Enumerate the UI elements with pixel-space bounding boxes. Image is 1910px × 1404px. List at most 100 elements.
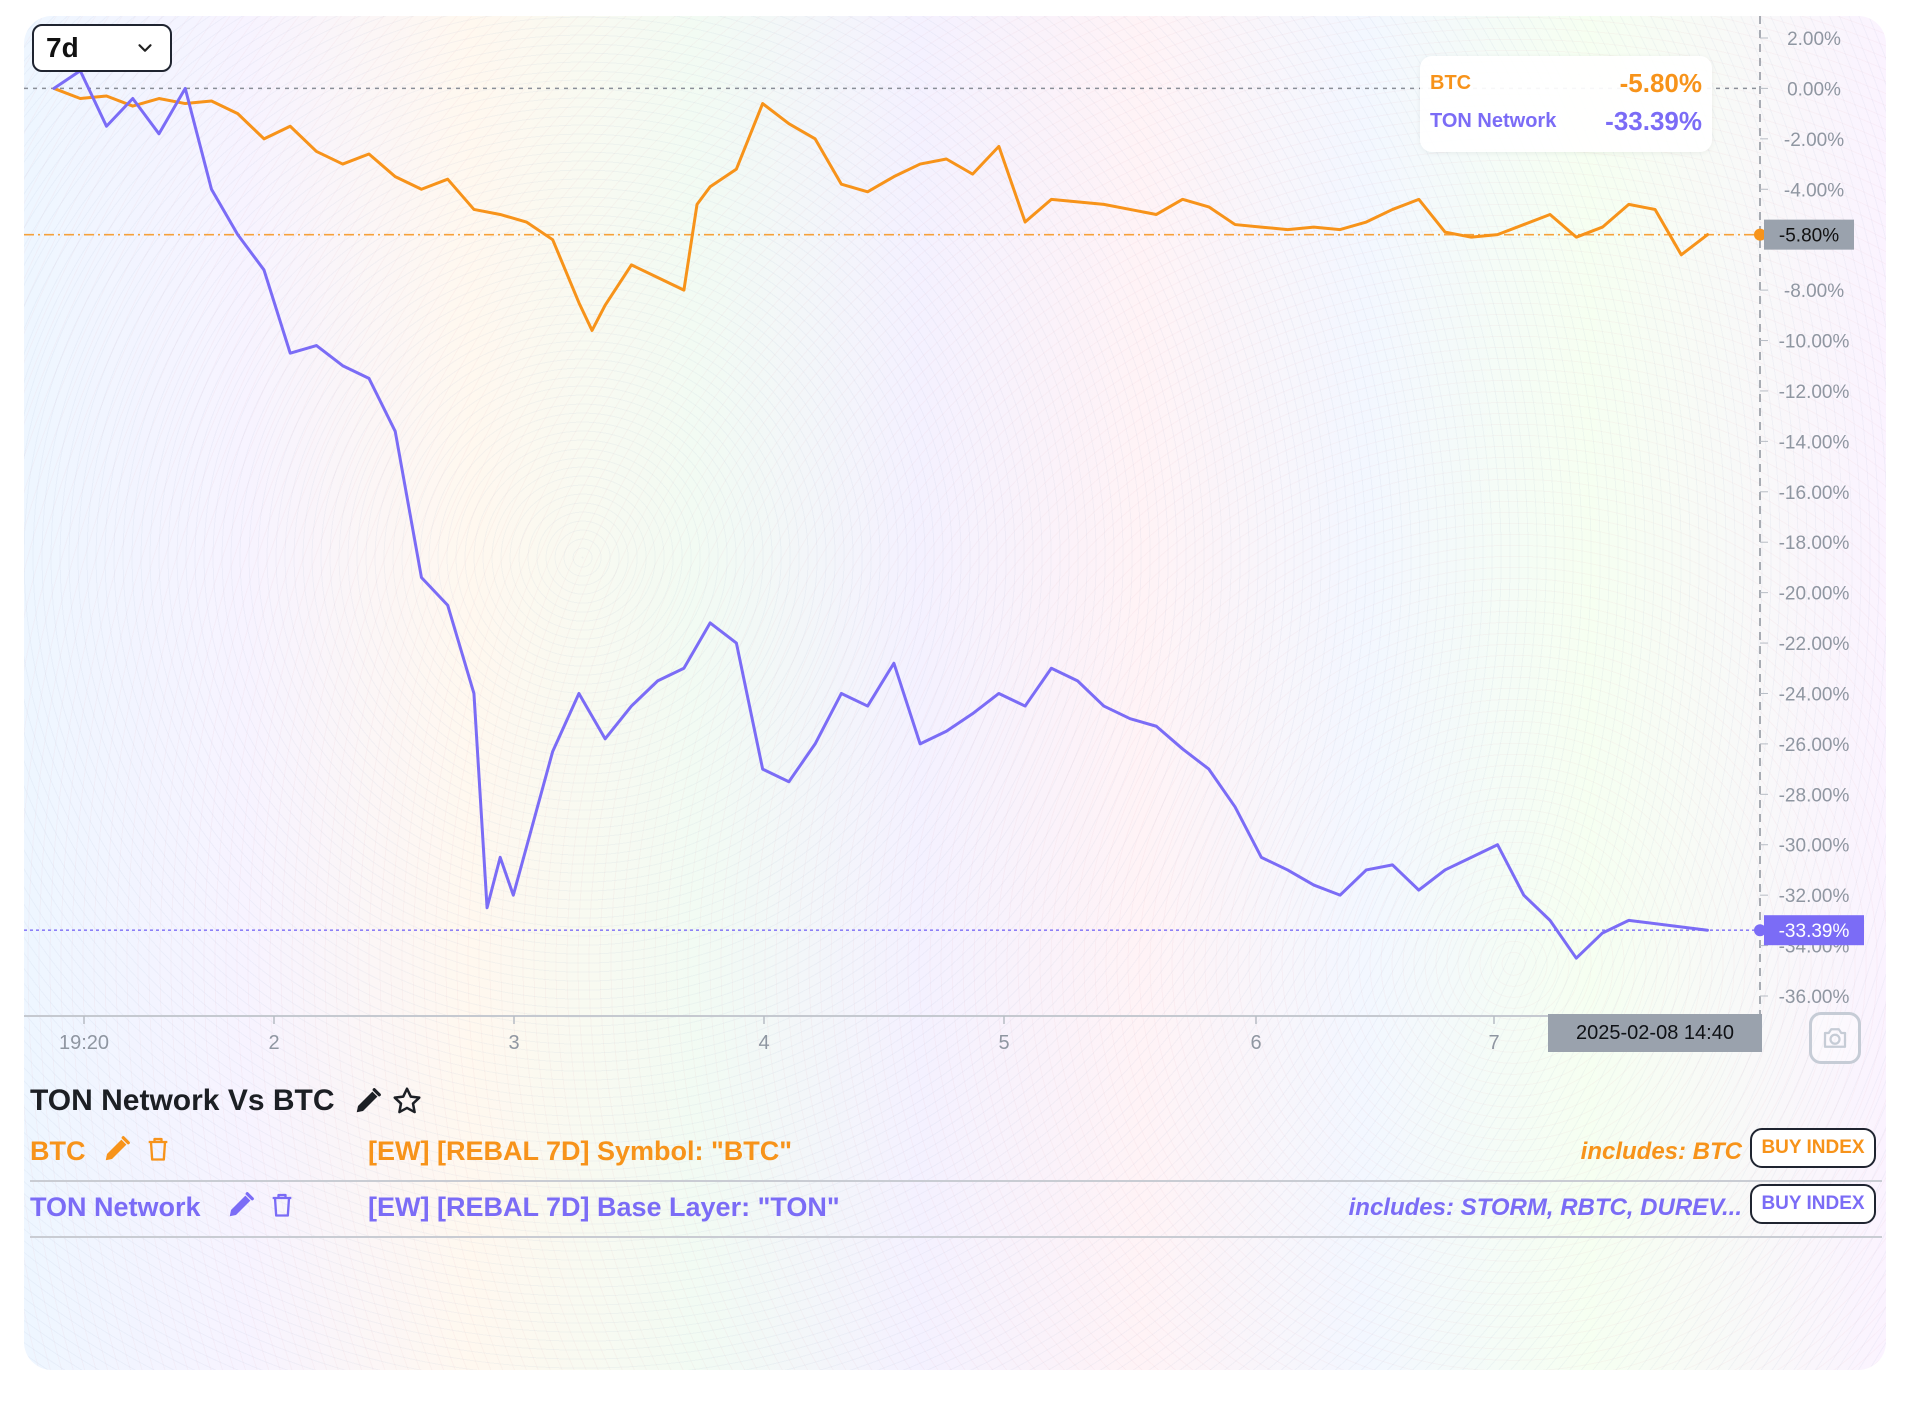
crosshair-date-label: 2025-02-08 14:40 xyxy=(1548,1014,1762,1052)
favorite-button[interactable] xyxy=(391,1085,423,1117)
data-point xyxy=(1076,680,1079,682)
data-point xyxy=(1444,231,1446,233)
data-point xyxy=(1313,226,1315,228)
data-point xyxy=(919,163,921,165)
page-title: TON Network Vs BTC xyxy=(30,1084,335,1117)
trash-icon xyxy=(272,1193,292,1217)
data-point xyxy=(1208,768,1210,770)
buy-index-button[interactable]: BUY INDEX xyxy=(1750,1184,1876,1224)
delete-series-button[interactable] xyxy=(268,1190,296,1220)
data-point xyxy=(1365,869,1368,871)
data-point xyxy=(1522,894,1525,896)
buy-index-button[interactable]: BUY INDEX xyxy=(1750,1128,1876,1168)
y-tick-label: -30.00% xyxy=(1779,836,1850,857)
y-tick-label: -4.00% xyxy=(1784,180,1844,201)
data-point xyxy=(525,221,528,223)
star-icon xyxy=(392,1087,421,1114)
data-point xyxy=(709,185,711,188)
data-point xyxy=(1627,203,1630,206)
data-point xyxy=(1496,843,1499,846)
data-point xyxy=(1575,957,1578,959)
screenshot-button[interactable] xyxy=(1809,1012,1861,1064)
edit-series-button[interactable] xyxy=(102,1134,132,1164)
data-point xyxy=(184,102,187,105)
data-point xyxy=(788,780,790,783)
y-tick-label: -16.00% xyxy=(1779,483,1850,504)
data-point xyxy=(630,705,633,707)
data-point xyxy=(1706,233,1709,236)
data-point xyxy=(473,208,475,211)
y-tick-label: -24.00% xyxy=(1779,684,1850,705)
data-point xyxy=(578,692,580,695)
series-description: [EW] [REBAL 7D] Symbol: "BTC" xyxy=(368,1136,793,1166)
data-point xyxy=(1706,929,1709,932)
data-point xyxy=(210,188,213,191)
legend-item-ton: TON Network -33.39% xyxy=(1430,106,1702,137)
data-point xyxy=(263,138,265,140)
data-point xyxy=(105,125,108,128)
data-point xyxy=(1627,919,1630,922)
data-point xyxy=(945,158,948,160)
data-point xyxy=(998,692,1000,695)
series-name: BTC xyxy=(30,1136,86,1166)
data-point xyxy=(499,213,501,216)
data-point xyxy=(1601,932,1604,934)
y-tick-label: -10.00% xyxy=(1779,332,1850,353)
data-point xyxy=(709,622,711,624)
data-point xyxy=(289,125,292,128)
data-point xyxy=(1444,869,1446,871)
comparison-chart[interactable]: 2.00%0.00%-2.00%-4.00%-6.00%-8.00%-10.00… xyxy=(24,16,1886,1370)
x-tick-label: 6 xyxy=(1250,1032,1261,1054)
data-point xyxy=(1260,226,1263,228)
delete-series-button[interactable] xyxy=(144,1134,172,1164)
data-point xyxy=(105,95,108,97)
data-point xyxy=(761,102,764,105)
data-point xyxy=(394,430,397,433)
data-point xyxy=(1103,705,1105,707)
data-point xyxy=(1286,228,1289,231)
data-point xyxy=(1496,233,1499,236)
data-point xyxy=(1076,201,1079,203)
data-point xyxy=(210,100,213,102)
y-tick-label: 0.00% xyxy=(1787,79,1841,100)
data-point xyxy=(1339,228,1341,231)
data-point xyxy=(1024,221,1026,223)
y-tick-label: -2.00% xyxy=(1784,130,1844,151)
edit-title-button[interactable] xyxy=(353,1086,383,1116)
data-point xyxy=(893,175,895,178)
data-point xyxy=(184,87,187,90)
data-point xyxy=(1470,236,1473,238)
data-point xyxy=(1050,667,1053,670)
last-value-label-bg xyxy=(1764,219,1854,250)
data-point xyxy=(236,233,239,236)
data-point xyxy=(814,138,816,140)
comparison-title-row: TON Network Vs BTC xyxy=(30,1084,423,1118)
series-row-ton: TON Network [EW] [REBAL 7D] Base Layer: … xyxy=(30,1182,1882,1238)
data-point xyxy=(1234,223,1236,226)
data-point xyxy=(998,145,1000,148)
data-point xyxy=(1129,717,1131,720)
legend-series-name: BTC xyxy=(1430,72,1472,94)
data-point xyxy=(1024,705,1026,707)
camera-icon xyxy=(1823,1028,1847,1048)
y-tick-label: -28.00% xyxy=(1779,785,1850,806)
pencil-icon xyxy=(105,1136,130,1161)
data-point xyxy=(1418,889,1420,891)
data-point xyxy=(1391,864,1394,866)
pencil-icon xyxy=(229,1192,254,1217)
data-point xyxy=(1129,208,1131,211)
data-point xyxy=(696,203,698,206)
data-point xyxy=(446,604,449,607)
y-tick-label: -12.00% xyxy=(1779,382,1850,403)
x-tick-label: 19:20 xyxy=(59,1032,109,1054)
data-point xyxy=(683,289,685,291)
range-select[interactable]: 7d xyxy=(32,24,172,72)
legend-item-btc: BTC -5.80% xyxy=(1430,68,1702,99)
data-point xyxy=(788,122,790,125)
chart-card: 2.00%0.00%-2.00%-4.00%-6.00%-8.00%-10.00… xyxy=(24,16,1886,1370)
edit-series-button[interactable] xyxy=(226,1190,256,1220)
data-point xyxy=(1286,869,1289,871)
data-point xyxy=(866,705,869,707)
chevron-down-icon xyxy=(138,44,152,52)
data-point xyxy=(735,642,738,644)
